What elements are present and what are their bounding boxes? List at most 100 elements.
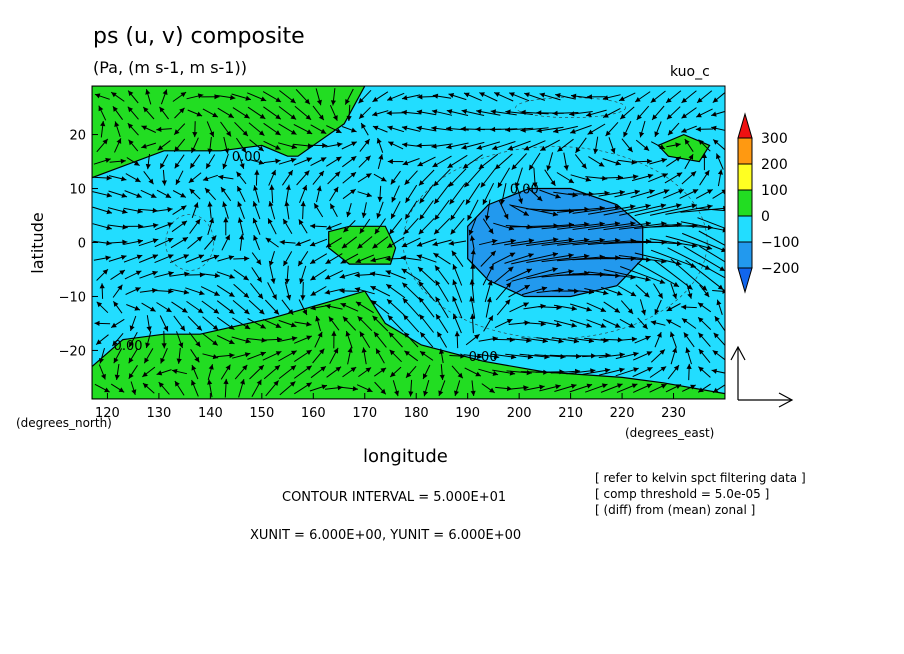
wind-vector-head xyxy=(183,289,190,295)
wind-vector-head xyxy=(698,349,704,355)
wind-vector-head xyxy=(482,199,488,205)
wind-vector-head xyxy=(302,185,308,191)
wind-vector-head xyxy=(101,373,106,380)
wind-vector xyxy=(511,252,559,265)
wind-vector-head xyxy=(614,322,621,328)
wind-vector-head xyxy=(277,336,283,342)
wind-vector-head xyxy=(175,179,181,185)
wind-vector-head xyxy=(632,174,639,180)
wind-vector-head xyxy=(310,223,316,229)
wind-vector-head xyxy=(268,260,274,267)
wind-vector-head xyxy=(584,237,590,243)
wind-vector xyxy=(608,137,616,154)
wind-vector-head xyxy=(239,234,245,240)
wind-vector-head xyxy=(657,292,663,299)
wind-vector-head xyxy=(291,336,298,342)
wind-vector xyxy=(186,93,204,100)
wind-vector xyxy=(110,383,125,393)
wind-vector-head xyxy=(418,228,424,235)
wind-vector-head xyxy=(387,96,393,101)
wind-vector-head xyxy=(660,366,667,372)
wind-vector xyxy=(159,154,169,169)
x-tick-label: 180 xyxy=(404,406,429,421)
wind-vector-head xyxy=(106,192,112,198)
colorbar-label: 200 xyxy=(761,157,788,173)
wind-vector-head xyxy=(152,254,158,260)
wind-vector xyxy=(386,236,405,249)
wind-vector-head xyxy=(376,212,382,219)
wind-vector xyxy=(358,367,372,378)
wind-vector xyxy=(294,105,312,121)
wind-vector-head xyxy=(196,111,203,117)
wind-vector xyxy=(588,156,605,167)
wind-vector xyxy=(141,302,156,312)
wind-vector xyxy=(342,366,357,378)
wind-vector-head xyxy=(269,184,275,190)
wind-vector-head xyxy=(712,387,719,393)
wind-vector-head xyxy=(701,153,707,158)
wind-vector-head xyxy=(420,332,426,338)
wind-vector xyxy=(300,281,306,301)
wind-vector xyxy=(108,255,127,262)
wind-vector-head xyxy=(568,253,574,259)
wind-vector-shaft xyxy=(556,256,605,262)
wind-vector xyxy=(481,383,495,394)
wind-vector xyxy=(278,123,297,135)
wind-vector-head xyxy=(275,97,282,102)
wind-vector-head xyxy=(257,293,263,299)
wind-vector-head xyxy=(492,370,499,376)
wind-vector-head xyxy=(306,382,312,388)
wind-vector xyxy=(294,382,312,395)
wind-vector-head xyxy=(195,341,201,347)
wind-vector-shaft xyxy=(541,223,590,230)
wind-vector xyxy=(695,126,714,132)
wind-vector xyxy=(586,302,607,313)
wind-vector-head xyxy=(416,109,423,115)
wind-vector-head xyxy=(106,225,112,231)
wind-vector xyxy=(506,268,533,282)
wind-vector xyxy=(402,158,420,166)
wind-vector-head xyxy=(163,325,169,332)
wind-vector-head xyxy=(711,111,717,117)
wind-vector-head xyxy=(573,338,579,344)
wind-vector xyxy=(478,336,498,342)
wind-vector-head xyxy=(253,185,259,191)
wind-vector-head xyxy=(105,157,111,163)
wind-vector-head xyxy=(603,95,609,101)
wind-vector xyxy=(293,157,313,166)
wind-vector-head xyxy=(385,270,392,276)
wind-vector xyxy=(141,125,157,133)
wind-vector-head xyxy=(662,173,668,178)
wind-vector-head xyxy=(402,298,409,304)
wind-vector xyxy=(112,284,123,298)
wind-vector xyxy=(325,303,343,310)
wind-vector-head xyxy=(698,139,704,145)
wind-vector xyxy=(386,110,405,116)
wind-vector xyxy=(373,331,387,348)
wind-vector-head xyxy=(286,294,292,301)
wind-vector xyxy=(404,350,419,362)
wind-vector xyxy=(404,170,418,186)
wind-vector-head xyxy=(377,196,383,202)
wind-vector-head xyxy=(213,254,220,260)
wind-vector-head xyxy=(666,97,672,103)
wind-vector-head xyxy=(354,272,360,278)
wind-vector xyxy=(679,189,699,199)
wind-vector xyxy=(278,157,297,165)
wind-vector xyxy=(176,331,184,349)
wind-vector-head xyxy=(681,128,687,133)
wind-vector xyxy=(154,254,174,264)
wind-vector-head xyxy=(275,130,281,136)
wind-vector-head xyxy=(160,163,165,169)
wind-vector-head xyxy=(614,307,620,313)
wind-vector-head xyxy=(371,300,377,306)
wind-vector-head xyxy=(446,144,452,150)
wind-vector xyxy=(342,188,356,200)
wind-vector-head xyxy=(361,347,367,353)
wind-vector xyxy=(310,269,327,281)
wind-vector-head xyxy=(317,331,323,338)
wind-vector xyxy=(171,368,188,375)
wind-vector xyxy=(237,201,245,219)
wind-vector xyxy=(236,185,246,203)
wind-vector-head xyxy=(586,322,592,328)
